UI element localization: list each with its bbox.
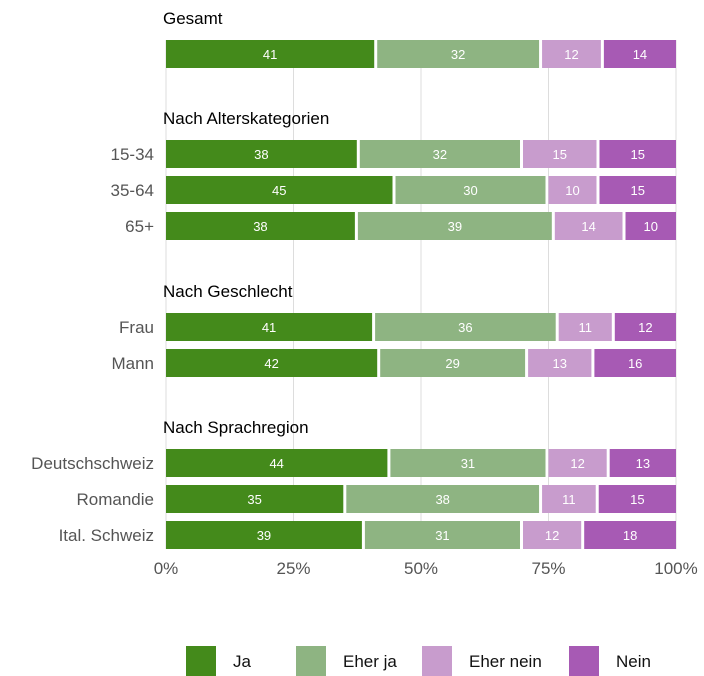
row-label: 15-34 bbox=[111, 145, 154, 164]
bar-segment-ja bbox=[166, 485, 344, 513]
data-label: 15 bbox=[630, 492, 644, 507]
bar-segment-ja bbox=[166, 40, 375, 68]
row-label: Ital. Schweiz bbox=[59, 526, 154, 545]
data-label: 13 bbox=[636, 456, 650, 471]
data-label: 31 bbox=[461, 456, 475, 471]
bar-segment-nein bbox=[584, 521, 676, 549]
bar-segment-eher-nein bbox=[558, 313, 612, 341]
data-label: 18 bbox=[623, 528, 637, 543]
bar-segment-nein bbox=[598, 485, 676, 513]
legend-label: Nein bbox=[616, 652, 651, 671]
row-label: Mann bbox=[111, 354, 154, 373]
bar-segment-eher-nein bbox=[542, 40, 601, 68]
data-label: 13 bbox=[553, 356, 567, 371]
data-label: 36 bbox=[458, 320, 472, 335]
group-title: Gesamt bbox=[163, 9, 223, 28]
x-tick-label: 75% bbox=[531, 559, 565, 578]
legend-swatch bbox=[422, 646, 452, 676]
data-label: 35 bbox=[247, 492, 261, 507]
bar-segment-eher-ja bbox=[359, 140, 520, 168]
bar-segment-eher-ja bbox=[346, 485, 540, 513]
bar-segment-eher-ja bbox=[377, 40, 540, 68]
row-label: Romandie bbox=[77, 490, 155, 509]
row-label: Deutschschweiz bbox=[31, 454, 154, 473]
data-label: 11 bbox=[562, 492, 576, 507]
data-label: 15 bbox=[631, 183, 645, 198]
row-label: 65+ bbox=[125, 217, 154, 236]
legend-label: Eher ja bbox=[343, 652, 397, 671]
bar-segment-nein bbox=[625, 212, 676, 240]
bar-segment-eher-ja bbox=[380, 349, 526, 377]
bar-segment-ja bbox=[166, 140, 357, 168]
data-label: 38 bbox=[253, 219, 267, 234]
bar-segment-eher-nein bbox=[548, 449, 607, 477]
bar-segment-ja bbox=[166, 212, 355, 240]
bar-segment-eher-nein bbox=[523, 140, 597, 168]
legend-swatch bbox=[186, 646, 216, 676]
bar-segment-ja bbox=[166, 176, 393, 204]
bar-segment-eher-ja bbox=[364, 521, 520, 549]
legend-label: Ja bbox=[233, 652, 251, 671]
x-tick-label: 25% bbox=[276, 559, 310, 578]
bar-segment-nein bbox=[594, 349, 676, 377]
data-label: 44 bbox=[269, 456, 283, 471]
data-label: 11 bbox=[579, 320, 593, 335]
group-title: Nach Geschlecht bbox=[163, 282, 293, 301]
data-label: 10 bbox=[565, 183, 579, 198]
data-label: 30 bbox=[463, 183, 477, 198]
x-tick-label: 0% bbox=[154, 559, 179, 578]
legend-label: Eher nein bbox=[469, 652, 542, 671]
data-label: 14 bbox=[581, 219, 595, 234]
legend-swatch bbox=[296, 646, 326, 676]
data-label: 16 bbox=[628, 356, 642, 371]
row-label: 35-64 bbox=[111, 181, 154, 200]
bar-segment-nein bbox=[599, 140, 676, 168]
row-label: Frau bbox=[119, 318, 154, 337]
data-label: 10 bbox=[644, 219, 658, 234]
data-label: 41 bbox=[263, 47, 277, 62]
bar-segment-eher-ja bbox=[390, 449, 546, 477]
data-label: 12 bbox=[564, 47, 578, 62]
data-label: 32 bbox=[433, 147, 447, 162]
data-label: 31 bbox=[435, 528, 449, 543]
data-label: 12 bbox=[638, 320, 652, 335]
data-label: 12 bbox=[545, 528, 559, 543]
bar-segment-eher-nein bbox=[554, 212, 623, 240]
data-label: 42 bbox=[264, 356, 278, 371]
bar-segment-eher-nein bbox=[528, 349, 592, 377]
group-title: Nach Sprachregion bbox=[163, 418, 309, 437]
data-label: 38 bbox=[435, 492, 449, 507]
data-label: 15 bbox=[553, 147, 567, 162]
data-label: 14 bbox=[633, 47, 647, 62]
bar-segment-eher-nein bbox=[523, 521, 582, 549]
data-label: 38 bbox=[254, 147, 268, 162]
chart-legend: Ja Eher ja Eher nein Nein bbox=[0, 646, 704, 676]
bar-segment-nein bbox=[599, 176, 676, 204]
data-label: 41 bbox=[262, 320, 276, 335]
bar-segment-ja bbox=[166, 313, 373, 341]
data-label: 39 bbox=[257, 528, 271, 543]
bar-segment-eher-ja bbox=[357, 212, 552, 240]
bar-segment-nein bbox=[614, 313, 676, 341]
bar-segment-eher-ja bbox=[395, 176, 546, 204]
bar-segment-eher-nein bbox=[548, 176, 597, 204]
legend-swatch bbox=[569, 646, 599, 676]
group-title: Nach Alterskategorien bbox=[163, 109, 329, 128]
bar-segment-nein bbox=[603, 40, 676, 68]
bar-segment-ja bbox=[166, 449, 388, 477]
bar-segment-nein bbox=[609, 449, 676, 477]
data-label: 32 bbox=[451, 47, 465, 62]
bar-segment-eher-ja bbox=[375, 313, 556, 341]
data-label: 39 bbox=[448, 219, 462, 234]
bar-segment-ja bbox=[166, 521, 362, 549]
bar-segment-ja bbox=[166, 349, 378, 377]
data-label: 15 bbox=[631, 147, 645, 162]
bar-segment-eher-nein bbox=[542, 485, 596, 513]
data-label: 45 bbox=[272, 183, 286, 198]
data-label: 12 bbox=[570, 456, 584, 471]
data-label: 29 bbox=[445, 356, 459, 371]
x-tick-label: 50% bbox=[404, 559, 438, 578]
x-tick-label: 100% bbox=[654, 559, 697, 578]
